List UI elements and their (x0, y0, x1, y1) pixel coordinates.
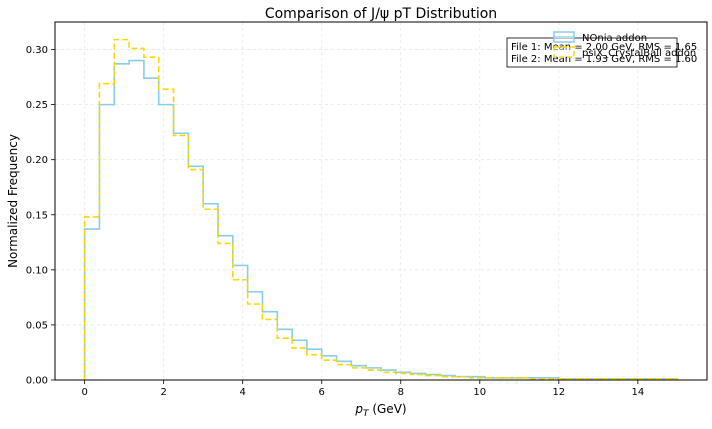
x-tick-label: 0 (81, 387, 87, 398)
y-tick-label: 0.05 (26, 320, 48, 331)
y-axis-label: Normalized Frequency (6, 134, 20, 268)
x-tick-label: 2 (160, 387, 166, 398)
histogram-series-psix-crystalball-addon (83, 38, 679, 380)
stats-box-frame (506, 37, 678, 68)
stats-line-file2: File 2: Mean = 1.93 GeV, RMS = 1.60 (511, 54, 697, 65)
y-tick-label: 0.20 (26, 155, 48, 166)
plot-frame (54, 21, 708, 381)
legend-box-nonia (553, 31, 575, 43)
stats-line-file1: File 1: Mean = 2.00 GeV, RMS = 1.65 (511, 42, 697, 53)
legend-label-nonia: NOnia addon (582, 33, 647, 44)
legend-label-psix: psiX_CrystalBall addon (582, 48, 696, 59)
y-tick-label: 0.25 (26, 100, 48, 111)
legend-box-psix (553, 46, 575, 58)
x-tick-label: 14 (631, 387, 644, 398)
x-axis-label-unit: (GeV) (369, 402, 407, 416)
x-tick-label: 12 (552, 387, 565, 398)
y-tick-label: 0.10 (26, 265, 48, 276)
x-axis-ticks: 0 2 4 6 8 10 12 14 (81, 380, 644, 398)
chart-title: Comparison of J/ψ pT Distribution (265, 6, 497, 22)
y-tick-label: 0.30 (26, 45, 48, 56)
x-tick-label: 10 (473, 387, 486, 398)
y-tick-label: 0.00 (26, 376, 48, 387)
x-tick-label: 8 (398, 387, 404, 398)
y-axis-ticks: 0.00 0.05 0.10 0.15 0.20 0.25 0.30 (26, 45, 55, 387)
series-layer (83, 38, 679, 380)
x-axis-label-base: p (354, 402, 363, 416)
histogram-series-nonia-addon (83, 59, 679, 380)
x-tick-label: 4 (240, 387, 246, 398)
x-axis-label-subscript: T (363, 409, 370, 419)
y-tick-label: 0.15 (26, 210, 48, 221)
legend: NOnia addon psiX_CrystalBall addon (553, 31, 696, 59)
stats-box: File 1: Mean = 2.00 GeV, RMS = 1.65 File… (506, 37, 697, 68)
x-tick-label: 6 (319, 387, 325, 398)
x-axis-label: pT (GeV) (354, 402, 406, 419)
